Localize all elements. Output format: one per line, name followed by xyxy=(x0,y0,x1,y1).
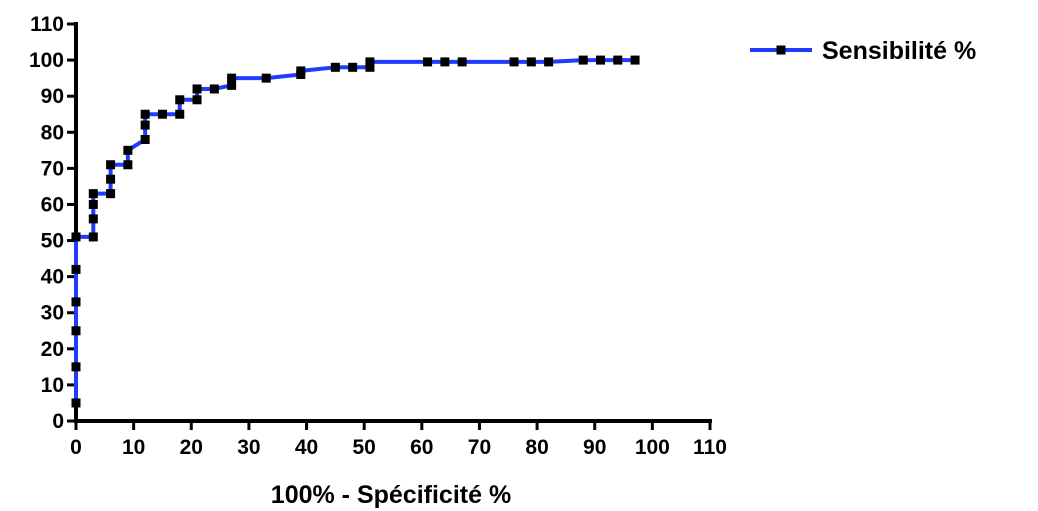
data-point xyxy=(175,95,185,105)
x-tick-label: 80 xyxy=(525,436,548,459)
data-point xyxy=(140,109,150,119)
legend: Sensibilité % xyxy=(750,37,976,65)
data-point xyxy=(595,55,605,65)
x-tick-label: 100 xyxy=(635,436,670,459)
data-point xyxy=(209,84,219,94)
y-tick-label: 100 xyxy=(29,49,64,72)
y-tick-label: 0 xyxy=(52,410,64,433)
data-point xyxy=(71,232,81,242)
data-point xyxy=(71,326,81,336)
data-point xyxy=(123,145,133,155)
data-point xyxy=(296,66,306,76)
axes xyxy=(74,22,712,423)
data-point xyxy=(106,189,116,199)
x-tick-label: 60 xyxy=(410,436,433,459)
data-point xyxy=(578,55,588,65)
series-sensibilite xyxy=(71,55,640,408)
x-tick-label: 110 xyxy=(693,436,727,459)
data-point xyxy=(140,134,150,144)
data-point xyxy=(261,73,271,83)
x-tick-label: 90 xyxy=(583,436,606,459)
data-point xyxy=(227,73,237,83)
data-point xyxy=(348,62,358,72)
y-tick-label: 110 xyxy=(30,13,64,36)
data-point xyxy=(365,62,375,72)
x-tick-label: 30 xyxy=(237,436,260,459)
data-point xyxy=(457,57,467,67)
y-tick-label: 60 xyxy=(41,193,64,216)
legend-marker xyxy=(776,45,786,55)
data-point xyxy=(630,55,640,65)
x-axis-ticks: 0 10 20 30 40 50 60 70 80 90 100 110 xyxy=(70,421,727,459)
y-axis-ticks: 0 10 20 30 40 50 60 70 80 90 100 110 xyxy=(29,13,76,433)
y-tick-label: 10 xyxy=(41,374,64,397)
data-point xyxy=(330,62,340,72)
x-axis-title: 100% - Spécificité % xyxy=(271,481,511,509)
y-tick-label: 40 xyxy=(41,266,64,289)
legend-label: Sensibilité % xyxy=(822,37,976,65)
data-point xyxy=(613,55,623,65)
y-tick-label: 90 xyxy=(41,85,64,108)
data-point xyxy=(106,160,116,170)
data-point xyxy=(423,57,433,67)
data-point xyxy=(365,57,375,67)
data-point xyxy=(175,109,185,119)
data-point xyxy=(71,297,81,307)
data-point xyxy=(157,109,167,119)
x-tick-label: 20 xyxy=(180,436,203,459)
data-point xyxy=(140,120,150,130)
y-tick-label: 70 xyxy=(41,157,64,180)
data-point xyxy=(192,84,202,94)
data-point xyxy=(440,57,450,67)
data-point xyxy=(106,174,116,184)
y-tick-label: 80 xyxy=(41,121,64,144)
data-point xyxy=(526,57,536,67)
x-tick-label: 40 xyxy=(295,436,318,459)
data-point xyxy=(88,232,98,242)
data-point xyxy=(509,57,519,67)
data-point xyxy=(88,189,98,199)
x-tick-label: 10 xyxy=(122,436,145,459)
data-point xyxy=(123,160,133,170)
data-point xyxy=(192,95,202,105)
data-point xyxy=(71,264,81,274)
x-tick-label: 70 xyxy=(468,436,491,459)
x-tick-label: 0 xyxy=(70,436,82,459)
data-point xyxy=(88,199,98,209)
data-point xyxy=(71,362,81,372)
x-tick-label: 50 xyxy=(353,436,376,459)
y-tick-label: 30 xyxy=(41,302,64,325)
y-tick-label: 20 xyxy=(41,338,64,361)
y-tick-label: 50 xyxy=(41,230,64,253)
data-point xyxy=(544,57,554,67)
data-point xyxy=(71,398,81,408)
data-point xyxy=(227,80,237,90)
data-point xyxy=(88,214,98,224)
